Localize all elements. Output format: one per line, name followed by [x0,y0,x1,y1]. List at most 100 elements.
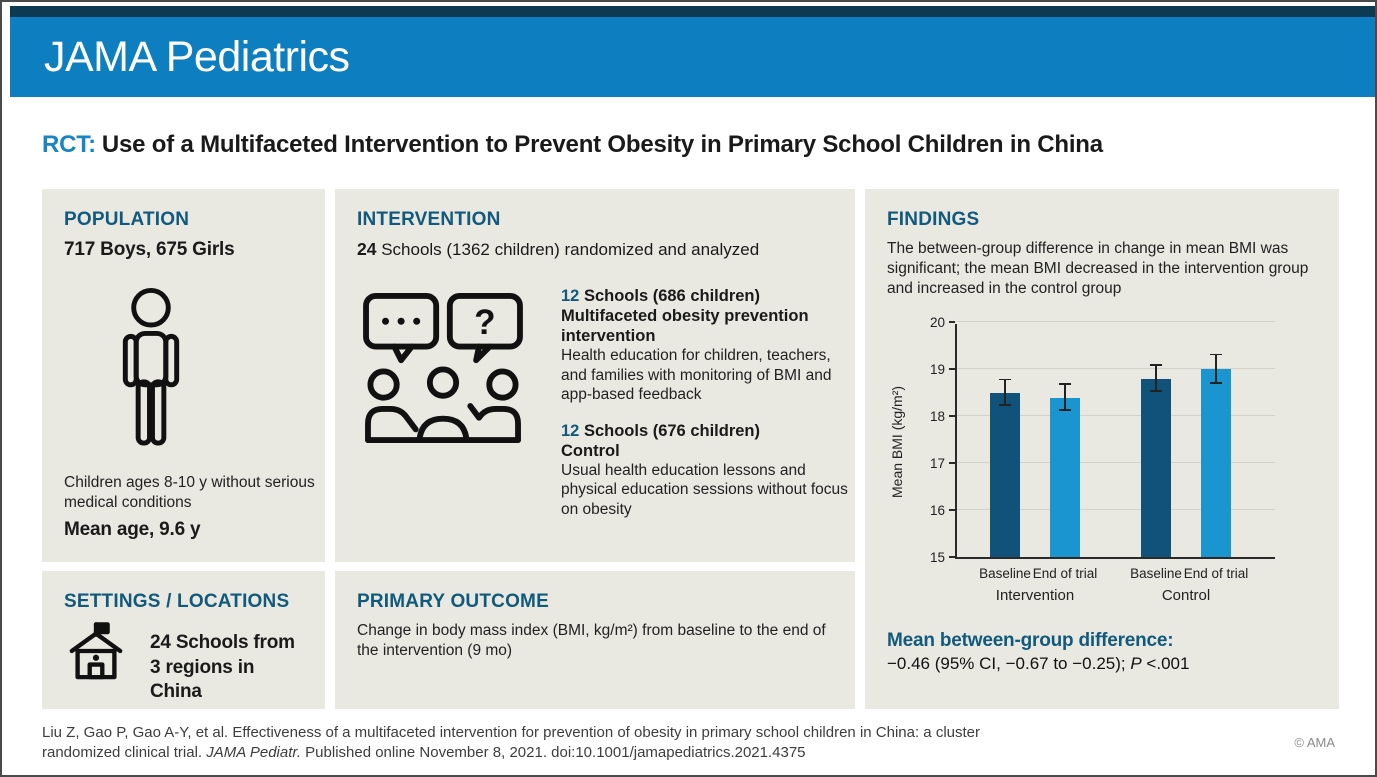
intervention-groups: 12 Schools (686 children) Multifaceted o… [561,286,856,535]
citation-journal: JAMA Pediatr. [206,743,301,761]
intervention-panel: INTERVENTION 24 Schools (1362 children) … [335,189,855,562]
population-caption: Children ages 8-10 y without serious med… [64,474,315,511]
group-1-description: Health education for children, teachers,… [561,347,832,404]
intervention-group-1: 12 Schools (686 children) Multifaceted o… [561,286,856,405]
chart-y-tick-label: 17 [929,456,945,472]
group-1-title: 12 Schools (686 children) Multifaceted o… [561,286,856,346]
svg-text:?: ? [474,303,495,342]
p-value: <.001 [1141,654,1190,674]
chart-y-tick [949,415,955,418]
group-1-count-rest: Schools (686 children) [579,287,760,305]
findings-heading: FINDINGS [887,209,980,230]
chart-category-label: End of trial [1032,566,1098,582]
primary-outcome-heading: PRIMARY OUTCOME [357,591,549,612]
population-heading: POPULATION [64,209,190,230]
between-group-difference-value: −0.46 (95% CI, −0.67 to −0.25); P <.001 [887,654,1317,674]
chart-bar [1141,378,1171,558]
settings-line-1: 24 Schools from [150,632,295,653]
chart-group-label: Control [1161,587,1211,605]
content-area: RCT: Use of a Multifaceted Intervention t… [2,131,1375,762]
error-bar-cap [1150,390,1162,393]
study-type-tag: RCT: [42,131,96,158]
chart-y-tick [949,556,955,559]
chart-category-label: Baseline [1130,566,1182,582]
chart-y-tick-label: 16 [929,503,945,519]
error-bar [1215,355,1217,384]
chart-gridline [957,368,1275,370]
findings-description: The between-group difference in change i… [887,240,1309,297]
chart-group-label: Intervention [995,587,1075,605]
group-2-name: Control [561,441,620,460]
copyright-label: © AMA [1294,735,1335,750]
chart-gridline [957,415,1275,417]
error-bar-cap [1210,353,1222,356]
chart-y-tick [949,509,955,512]
primary-outcome-panel: PRIMARY OUTCOME Change in body mass inde… [335,571,855,709]
primary-outcome-text: Change in body mass index (BMI, kg/m²) f… [357,622,826,659]
chart-y-tick [949,321,955,324]
error-bar [1004,380,1006,406]
chart-y-tick [949,368,955,371]
settings-panel: SETTINGS / LOCATIONS 24 School [42,571,325,709]
intervention-count: 24 [357,239,377,259]
population-mean-age: Mean age, 9.6 y [64,518,201,540]
chart-category-label: Baseline [979,566,1031,582]
error-bar [1064,384,1066,411]
person-icon [96,287,303,449]
error-bar-cap [1059,409,1071,411]
chart-y-tick-label: 20 [929,315,945,331]
findings-panel: FINDINGS The between-group difference in… [865,189,1339,709]
page-title: RCT: Use of a Multifaceted Intervention t… [42,131,1375,159]
panels-grid: POPULATION 717 Boys, 675 Girls Children … [42,189,1339,709]
chart-y-tick-label: 15 [929,550,945,566]
citation: Liu Z, Gao P, Gao A-Y, et al. Effectiven… [42,723,1050,762]
group-2-description: Usual health education lessons and physi… [561,461,848,518]
citation-text-1: Liu Z, Gao P, Gao A-Y, et al. Effectiven… [42,724,980,761]
study-title-text: Use of a Multifaceted Intervention to Pr… [101,131,1103,158]
footer: Liu Z, Gao P, Gao A-Y, et al. Effectiven… [42,723,1339,762]
chart-y-tick-label: 19 [929,362,945,378]
chart-bar [990,392,1020,558]
chart-y-tick [949,462,955,465]
chart-bar [1050,397,1080,558]
group-2-count: 12 [561,421,580,440]
intervention-count-rest: Schools (1362 children) randomized and a… [376,240,760,259]
top-navy-stripe [10,6,1375,17]
population-panel: POPULATION 717 Boys, 675 Girls Children … [42,189,325,562]
error-bar-cap [999,378,1011,381]
error-bar [1155,365,1157,393]
intervention-headline: 24 Schools (1362 children) randomized an… [357,239,833,260]
chart-bar [1201,369,1231,558]
chart-gridline [957,462,1275,464]
bmi-chart-plot: 15 16 17 18 19 20 Baseline End of trial Baseline… [930,315,1275,604]
intervention-heading: INTERVENTION [357,209,501,230]
chart-gridline [957,321,1275,323]
intervention-group-2: 12 Schools (676 children) Control Usual … [561,421,856,519]
group-2-count-rest: Schools (676 children) [579,421,760,440]
chart-y-tick-label: 18 [929,409,945,425]
journal-banner: JAMA Pediatrics [10,17,1375,97]
chart-y-axis-label: Mean BMI (kg/m²) [889,385,905,498]
citation-text-2: Published online November 8, 2021. doi:1… [301,743,806,761]
settings-heading: SETTINGS / LOCATIONS [64,591,290,612]
journal-title: JAMA Pediatrics [44,32,350,81]
population-subtitle: 717 Boys, 675 Girls [64,239,235,260]
p-label: P [1130,654,1142,674]
settings-line-2: 3 regions in China [150,656,255,703]
group-1-name: Multifaceted obesity prevention interven… [561,307,809,346]
chart-category-label: End of trial [1183,566,1249,582]
bmi-bar-chart: Mean BMI (kg/m²) 15 16 17 18 19 20 Baseline End… [889,314,1299,616]
group-2-title: 12 Schools (676 children) Control [561,421,856,461]
error-bar-cap [1150,364,1162,366]
group-1-count: 12 [561,287,580,305]
error-bar-cap [1059,382,1071,385]
discussion-group-icon: ? [357,286,537,535]
settings-text: 24 Schools from 3 regions in China [150,621,303,705]
school-icon [64,621,128,681]
error-bar-cap [999,404,1011,406]
difference-estimate: −0.46 (95% CI, −0.67 to −0.25); [887,654,1131,674]
between-group-difference-heading: Mean between-group difference: [887,630,1174,652]
chart-gridline [957,509,1275,511]
error-bar-cap [1210,382,1222,384]
